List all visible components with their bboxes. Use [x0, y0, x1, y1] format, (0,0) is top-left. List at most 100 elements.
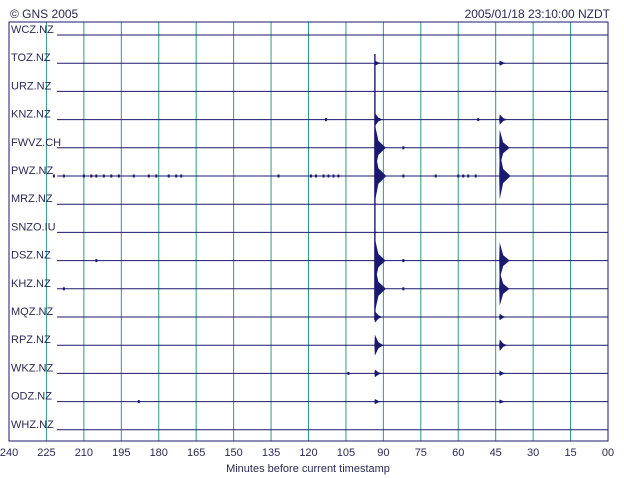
seismic-signals	[52, 54, 511, 405]
station-label: PWZ.NZ	[11, 165, 53, 177]
station-labels: WCZ.NZ TOZ.NZ URZ.NZ KNZ.NZ FWVZ.CH PWZ.NZ MRZ…	[11, 24, 61, 431]
trace-lines	[57, 34, 608, 431]
x-tick-label: 225	[37, 447, 55, 459]
station-label: WKZ.NZ	[11, 362, 53, 374]
noise-blip	[277, 174, 280, 178]
seismic-signal	[374, 311, 383, 323]
noise-blip	[52, 174, 55, 178]
noise-blip	[337, 174, 340, 178]
x-tick-label: 90	[377, 447, 389, 459]
x-tick-label: 120	[299, 447, 317, 459]
station-label: RPZ.NZ	[11, 334, 51, 346]
noise-blip	[434, 174, 437, 178]
seismic-signal	[374, 334, 384, 356]
noise-blip	[155, 174, 158, 178]
noise-blip	[347, 371, 350, 375]
noise-blip	[474, 174, 477, 178]
x-tick-label: 60	[452, 447, 464, 459]
noise-blip	[90, 174, 93, 178]
noise-blip	[167, 174, 170, 178]
seismic-signal	[374, 231, 382, 234]
station-label: SNZO.IU	[11, 221, 56, 233]
station-label: DSZ.NZ	[11, 250, 51, 262]
seismic-signal	[499, 129, 510, 166]
seismic-signal	[499, 242, 510, 279]
chart-grid	[45, 22, 572, 441]
station-label: TOZ.NZ	[11, 52, 51, 64]
seismic-signal	[374, 124, 386, 172]
noise-blip	[95, 174, 98, 178]
station-label: ODZ.NZ	[11, 391, 52, 403]
seismic-signal	[499, 114, 508, 125]
noise-blip	[82, 174, 85, 178]
x-tick-label: 15	[564, 447, 576, 459]
station-label: URZ.NZ	[11, 80, 52, 92]
x-axis-ticks: 240 225 210 195 180 165 150 135 120 105 90 75 60 45 30…	[0, 447, 614, 459]
x-tick-label: 150	[224, 447, 242, 459]
noise-blip	[324, 118, 327, 122]
noise-blip	[95, 259, 98, 263]
seismic-signal	[499, 152, 511, 200]
seismic-signal	[374, 203, 382, 205]
noise-blip	[467, 174, 470, 178]
noise-blip	[332, 174, 335, 178]
noise-blip	[402, 287, 405, 291]
seismic-signal	[499, 313, 507, 321]
x-tick-label: 30	[527, 447, 539, 459]
noise-blip	[402, 259, 405, 263]
noise-blip	[117, 174, 120, 178]
station-label: KHZ.NZ	[11, 278, 51, 290]
x-tick-label: 240	[0, 447, 18, 459]
noise-blip	[402, 146, 405, 150]
noise-blip	[110, 174, 113, 178]
noise-blip	[132, 174, 135, 178]
station-label: FWVZ.CH	[11, 137, 61, 149]
x-tick-label: 210	[75, 447, 93, 459]
seismic-signal	[374, 238, 386, 283]
station-label: WHZ.NZ	[11, 419, 54, 431]
x-tick-label: 135	[262, 447, 280, 459]
seismic-signal	[499, 399, 507, 404]
station-label: KNZ.NZ	[11, 109, 51, 121]
seismic-signal	[499, 339, 508, 351]
x-tick-label: 165	[187, 447, 205, 459]
station-label: WCZ.NZ	[11, 24, 54, 36]
station-label: MRZ.NZ	[11, 193, 53, 205]
timestamp-label: 2005/01/18 23:10:00 NZDT	[465, 7, 611, 21]
noise-blip	[322, 174, 325, 178]
noise-blip	[147, 174, 150, 178]
seismic-signal	[374, 150, 387, 202]
noise-blip	[62, 174, 65, 178]
noise-blip	[102, 174, 105, 178]
x-tick-label: 195	[112, 447, 130, 459]
x-tick-label: 45	[490, 447, 502, 459]
noise-blip	[175, 174, 178, 178]
seismic-signal	[374, 265, 386, 313]
seismic-signal	[374, 399, 382, 405]
x-tick-label: 180	[150, 447, 168, 459]
noise-blip	[137, 400, 140, 404]
noise-blip	[477, 118, 480, 122]
x-tick-label: 75	[415, 447, 427, 459]
x-axis-label: Minutes before current timestamp	[226, 463, 390, 475]
seismic-signal	[499, 271, 510, 306]
copyright-label: © GNS 2005	[10, 7, 79, 21]
station-label: MQZ.NZ	[11, 306, 53, 318]
seismic-signal	[499, 60, 507, 66]
noise-blip	[457, 174, 460, 178]
noise-blip	[180, 174, 183, 178]
noise-blip	[327, 174, 330, 178]
seismic-signal	[374, 60, 382, 66]
seismic-signal	[374, 369, 383, 378]
noise-blip	[402, 174, 405, 178]
noise-blip	[62, 287, 65, 291]
x-tick-label: 105	[337, 447, 355, 459]
noise-blip	[314, 174, 317, 178]
noise-blip	[462, 174, 465, 178]
seismic-signal	[374, 113, 383, 127]
seismic-signal	[499, 370, 507, 376]
plot-frame	[8, 21, 609, 442]
x-tick-label: 00	[602, 447, 614, 459]
noise-blip	[309, 174, 312, 178]
